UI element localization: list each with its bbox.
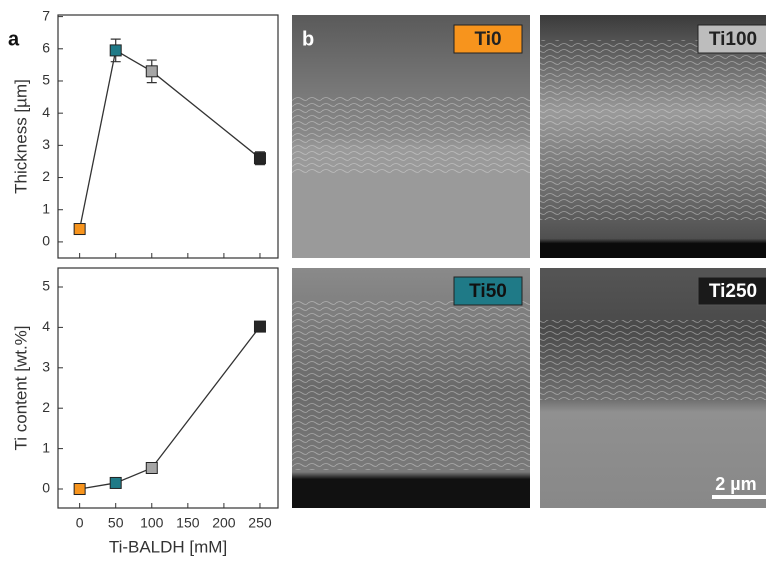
x-tick-label: 150: [176, 515, 200, 531]
y-tick-label: 5: [42, 72, 50, 88]
data-point: [73, 223, 86, 236]
data-point: [73, 483, 86, 496]
sem-texture: [540, 320, 766, 400]
sem-texture: [292, 300, 530, 470]
plot-frame: [57, 14, 279, 259]
data-point: [253, 320, 266, 333]
x-tick-label: 250: [248, 515, 272, 531]
y-tick-label: 2: [42, 399, 50, 415]
y-axis-label: Ti content [wt.%]: [11, 325, 30, 450]
x-tick-label: 100: [140, 515, 164, 531]
image-label: Ti50: [469, 281, 507, 302]
y-tick-label: 1: [42, 200, 50, 216]
image-label: Ti0: [474, 29, 501, 50]
y-tick-label: 5: [42, 278, 50, 294]
y-axis-label: Thickness [µm]: [11, 79, 30, 194]
data-point: [253, 152, 266, 165]
label-box: [453, 276, 523, 306]
label-box: [697, 276, 766, 306]
y-tick-label: 3: [42, 136, 50, 152]
sem-texture: [292, 95, 530, 175]
data-point: [145, 462, 158, 474]
scale-bar-label: 2 µm: [715, 474, 756, 494]
data-line: [79, 326, 261, 490]
plot-frame: [57, 267, 279, 509]
sem-images: Ti0 Ti100 Ti50 Ti250 2 µm b: [292, 15, 766, 508]
data-point: [109, 44, 122, 57]
x-axis-label: Ti-BALDH [mM]: [109, 537, 227, 556]
panel-label: a: [8, 28, 20, 50]
y-tick-label: 0: [42, 233, 50, 249]
label-box: [697, 24, 766, 54]
panel-label: b: [302, 28, 314, 50]
data-point: [109, 476, 122, 489]
data-point: [145, 65, 158, 78]
y-tick-label: 1: [42, 439, 50, 455]
x-tick-label: 50: [108, 515, 124, 531]
data-line: [79, 49, 261, 230]
y-tick-label: 6: [42, 39, 50, 55]
y-tick-label: 0: [42, 480, 50, 496]
label-box: [453, 24, 523, 54]
x-tick-label: 0: [76, 515, 84, 531]
y-tick-label: 7: [42, 7, 50, 23]
y-tick-label: 3: [42, 359, 50, 375]
y-tick-label: 4: [42, 318, 50, 334]
y-tick-label: 2: [42, 168, 50, 184]
x-tick-label: 200: [212, 515, 236, 531]
sem-texture: [540, 40, 766, 220]
image-label: Ti100: [709, 29, 757, 50]
y-tick-label: 4: [42, 104, 50, 120]
image-label: Ti250: [709, 281, 757, 302]
